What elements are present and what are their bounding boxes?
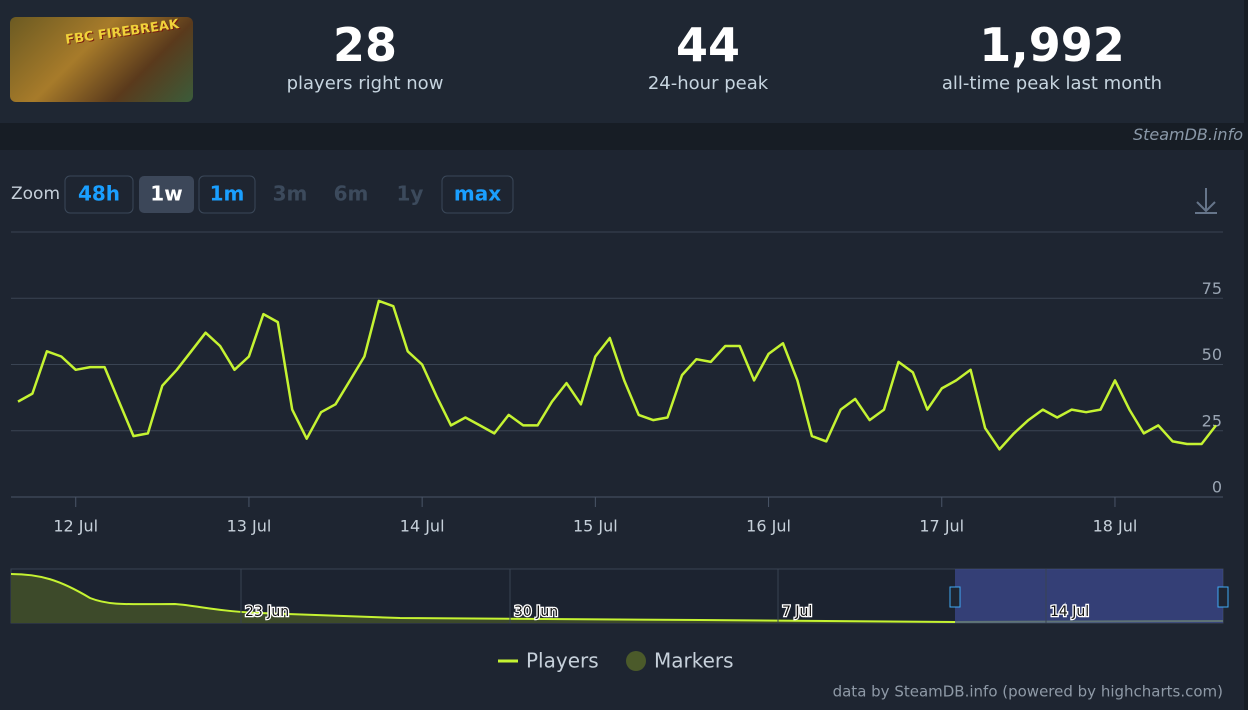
stat-value: 44 bbox=[675, 18, 740, 72]
stat: 28 players right now bbox=[195, 18, 535, 96]
x-tick-label: 13 Jul bbox=[227, 517, 272, 536]
stat-value: 1,992 bbox=[979, 18, 1125, 72]
stat: 44 24-hour peak bbox=[538, 18, 878, 96]
legend-swatch bbox=[626, 651, 646, 671]
credits[interactable]: data by SteamDB.info (powered by highcha… bbox=[833, 683, 1223, 701]
y-tick-label: 25 bbox=[1202, 411, 1222, 430]
series-line bbox=[17, 299, 1217, 451]
navigator-label: 14 Jul bbox=[1050, 604, 1089, 620]
navigator-label: 7 Jul bbox=[782, 604, 812, 620]
x-tick-label: 12 Jul bbox=[53, 517, 98, 536]
navigator-selection[interactable] bbox=[955, 569, 1223, 623]
header: FBC FIREBREAK 28 players right now 44 24-ho… bbox=[0, 0, 1244, 123]
zoom-label: Zoom bbox=[11, 184, 60, 204]
y-tick-label: 50 bbox=[1202, 345, 1222, 364]
download-icon[interactable] bbox=[1195, 188, 1217, 214]
navigator-handle[interactable] bbox=[949, 586, 961, 608]
legend-label[interactable]: Markers bbox=[654, 649, 734, 673]
stat-value: 28 bbox=[332, 18, 397, 72]
game-thumbnail[interactable]: FBC FIREBREAK bbox=[10, 17, 193, 102]
zoom-button[interactable] bbox=[139, 176, 194, 213]
watermark: SteamDB.info bbox=[1132, 125, 1243, 144]
chart-panel bbox=[0, 150, 1244, 710]
zoom-button[interactable] bbox=[441, 175, 514, 214]
zoom-button-label: 3m bbox=[273, 182, 308, 206]
stat: 1,992 all-time peak last month bbox=[882, 18, 1222, 96]
x-tick-label: 18 Jul bbox=[1093, 517, 1138, 536]
zoom-button-label: max bbox=[454, 182, 501, 206]
x-tick-label: 16 Jul bbox=[746, 517, 791, 536]
navigator-label: 30 Jun bbox=[514, 604, 558, 620]
navigator-label: 23 Jun bbox=[245, 604, 289, 620]
zoom-button[interactable] bbox=[64, 175, 134, 214]
zoom-button-label: 48h bbox=[78, 182, 120, 206]
stat-label: 24-hour peak bbox=[647, 73, 769, 94]
zoom-button-label: 6m bbox=[334, 182, 369, 206]
zoom-button-label: 1m bbox=[210, 182, 245, 206]
stat-label: all-time peak last month bbox=[941, 73, 1163, 94]
zoom-button-label: 1y bbox=[397, 182, 424, 206]
navigator-area bbox=[11, 574, 955, 623]
y-tick-label: 0 bbox=[1212, 478, 1222, 497]
zoom-button[interactable] bbox=[198, 175, 256, 214]
stat-label: players right now bbox=[286, 73, 444, 94]
zoom-button-label: 1w bbox=[150, 182, 182, 206]
x-tick-label: 15 Jul bbox=[573, 517, 618, 536]
y-tick-label: 75 bbox=[1202, 279, 1222, 298]
x-tick-label: 17 Jul bbox=[919, 517, 964, 536]
navigator-handle[interactable] bbox=[1217, 586, 1229, 608]
legend-label[interactable]: Players bbox=[526, 649, 599, 673]
navigator-line bbox=[10, 573, 1224, 624]
x-tick-label: 14 Jul bbox=[400, 517, 445, 536]
